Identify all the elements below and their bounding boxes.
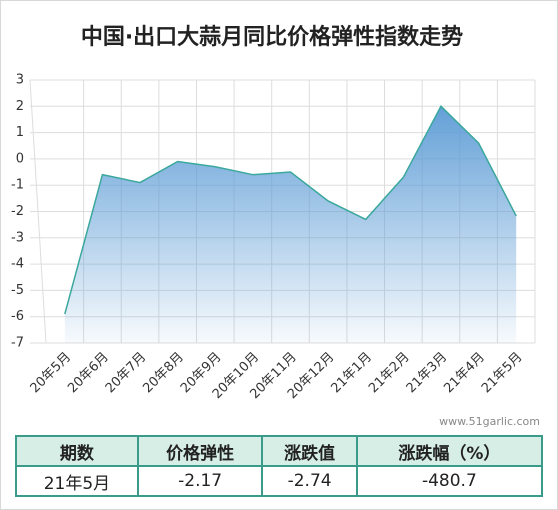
table-header: 涨跌幅（%） xyxy=(355,435,544,467)
y-tick-label: -4 xyxy=(11,257,24,272)
x-tick-label: 21年5月 xyxy=(479,350,526,397)
data-table: 期数 价格弹性 涨跌值 涨跌幅（%） 21年5月 -2.17 -2.74 -480.7 xyxy=(15,435,544,497)
x-tick-label: 21年3月 xyxy=(404,350,451,397)
y-tick-label: -6 xyxy=(11,309,24,324)
y-tick-label: 3 xyxy=(16,73,24,88)
x-tick-label: 20年6月 xyxy=(65,350,112,397)
x-tick-label: 20年7月 xyxy=(103,350,150,397)
table-cell: -480.7 xyxy=(355,465,544,497)
y-tick-label: -7 xyxy=(11,336,24,351)
area xyxy=(64,106,517,343)
y-tick-label: -3 xyxy=(11,230,24,245)
y-tick-label: 2 xyxy=(16,99,24,114)
x-tick-label: 20年8月 xyxy=(140,350,187,397)
table-header: 价格弹性 xyxy=(136,435,264,467)
line xyxy=(64,105,517,315)
y-tick-label: 0 xyxy=(16,151,24,166)
y-tick-label: 1 xyxy=(16,125,24,140)
table-header: 涨跌值 xyxy=(261,435,358,467)
table-cell: 21年5月 xyxy=(15,465,139,497)
chart: 中国·出口大蒜月同比价格弹性指数走势 www.51garlic.com 3 2 1 0… xyxy=(11,24,540,428)
x-tick-label: 21年4月 xyxy=(441,350,488,397)
watermark: www.51garlic.com xyxy=(439,415,540,428)
x-tick-label: 20年5月 xyxy=(28,350,75,397)
y-tick-label: -5 xyxy=(11,283,24,298)
table-cell: -2.17 xyxy=(136,465,264,497)
table-cell: -2.74 xyxy=(261,465,358,497)
y-tick-label: -1 xyxy=(11,178,24,193)
x-tick-label: 21年1月 xyxy=(328,350,375,397)
x-tick-label: 21年2月 xyxy=(366,350,413,397)
v-grid-line xyxy=(29,79,47,344)
chart-title: 中国·出口大蒜月同比价格弹性指数走势 xyxy=(81,24,463,50)
y-tick-label: -2 xyxy=(11,204,24,219)
table-row: 21年5月 -2.17 -2.74 -480.7 xyxy=(15,465,544,497)
table-header: 期数 xyxy=(15,435,139,467)
